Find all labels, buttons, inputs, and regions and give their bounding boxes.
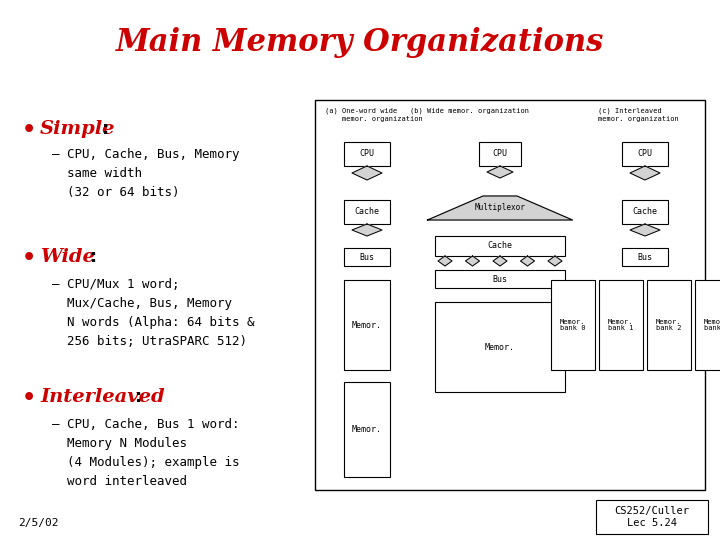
Text: Simple: Simple — [40, 120, 115, 138]
Polygon shape — [352, 224, 382, 236]
Bar — [622, 142, 668, 166]
Text: •: • — [22, 388, 36, 408]
Bar — [622, 200, 668, 224]
Text: :: : — [102, 120, 109, 138]
Text: Memor.: Memor. — [485, 342, 515, 352]
Text: Cache: Cache — [487, 241, 513, 251]
Polygon shape — [630, 166, 660, 180]
Text: Bus: Bus — [492, 274, 508, 284]
Text: CPU: CPU — [359, 150, 374, 159]
Bar — [647, 280, 691, 370]
Text: CS252/Culler
Lec 5.24: CS252/Culler Lec 5.24 — [614, 506, 690, 528]
Text: CPU: CPU — [637, 150, 652, 159]
Text: Cache: Cache — [632, 207, 657, 217]
Text: Multiplexor: Multiplexor — [474, 204, 526, 213]
Text: Memor.
bank 0: Memor. bank 0 — [560, 319, 586, 332]
Bar — [344, 280, 390, 370]
Polygon shape — [428, 196, 572, 220]
Bar — [435, 270, 565, 288]
Text: Memor.: Memor. — [352, 425, 382, 434]
Text: Interleaved: Interleaved — [40, 388, 165, 406]
Text: Memor.: Memor. — [352, 321, 382, 329]
Text: •: • — [22, 120, 36, 140]
Text: :: : — [90, 248, 97, 266]
Text: :: : — [135, 388, 142, 406]
Text: Memor.
bank 3: Memor. bank 3 — [704, 319, 720, 332]
Bar — [435, 302, 565, 392]
Text: Main Memory Organizations: Main Memory Organizations — [116, 26, 604, 57]
Bar — [344, 248, 390, 266]
Text: (a) One-word wide
    memor. organization: (a) One-word wide memor. organization — [325, 108, 423, 122]
Polygon shape — [352, 166, 382, 180]
Text: Wide: Wide — [40, 248, 95, 266]
Text: Memor.
bank 1: Memor. bank 1 — [608, 319, 634, 332]
Text: Cache: Cache — [354, 207, 379, 217]
Text: Bus: Bus — [637, 253, 652, 261]
Text: (b) Wide memor. organization: (b) Wide memor. organization — [410, 108, 529, 114]
Polygon shape — [466, 256, 480, 266]
Text: CPU: CPU — [492, 150, 508, 159]
Text: – CPU, Cache, Bus, Memory
  same width
  (32 or 64 bits): – CPU, Cache, Bus, Memory same width (32… — [52, 148, 240, 199]
Polygon shape — [548, 256, 562, 266]
Text: – CPU, Cache, Bus 1 word:
  Memory N Modules
  (4 Modules); example is
  word in: – CPU, Cache, Bus 1 word: Memory N Modul… — [52, 418, 240, 488]
Bar — [344, 200, 390, 224]
Bar — [344, 142, 390, 166]
Polygon shape — [630, 224, 660, 236]
Polygon shape — [438, 256, 452, 266]
Bar — [622, 248, 668, 266]
Text: 2/5/02: 2/5/02 — [18, 518, 58, 528]
Bar — [551, 280, 595, 370]
Text: Bus: Bus — [359, 253, 374, 261]
Text: – CPU/Mux 1 word;
  Mux/Cache, Bus, Memory
  N words (Alpha: 64 bits &
  256 bit: – CPU/Mux 1 word; Mux/Cache, Bus, Memory… — [52, 278, 254, 348]
Text: •: • — [22, 248, 36, 268]
Bar — [435, 236, 565, 256]
Bar — [599, 280, 643, 370]
Bar — [479, 142, 521, 166]
Bar — [596, 500, 708, 534]
Bar — [695, 280, 720, 370]
Bar — [344, 382, 390, 477]
Polygon shape — [493, 256, 507, 266]
Text: (c) Interleaved
    memor. organization: (c) Interleaved memor. organization — [581, 108, 679, 122]
Polygon shape — [521, 256, 534, 266]
Bar — [315, 100, 705, 490]
Polygon shape — [487, 166, 513, 178]
Text: Memor.
bank 2: Memor. bank 2 — [656, 319, 682, 332]
